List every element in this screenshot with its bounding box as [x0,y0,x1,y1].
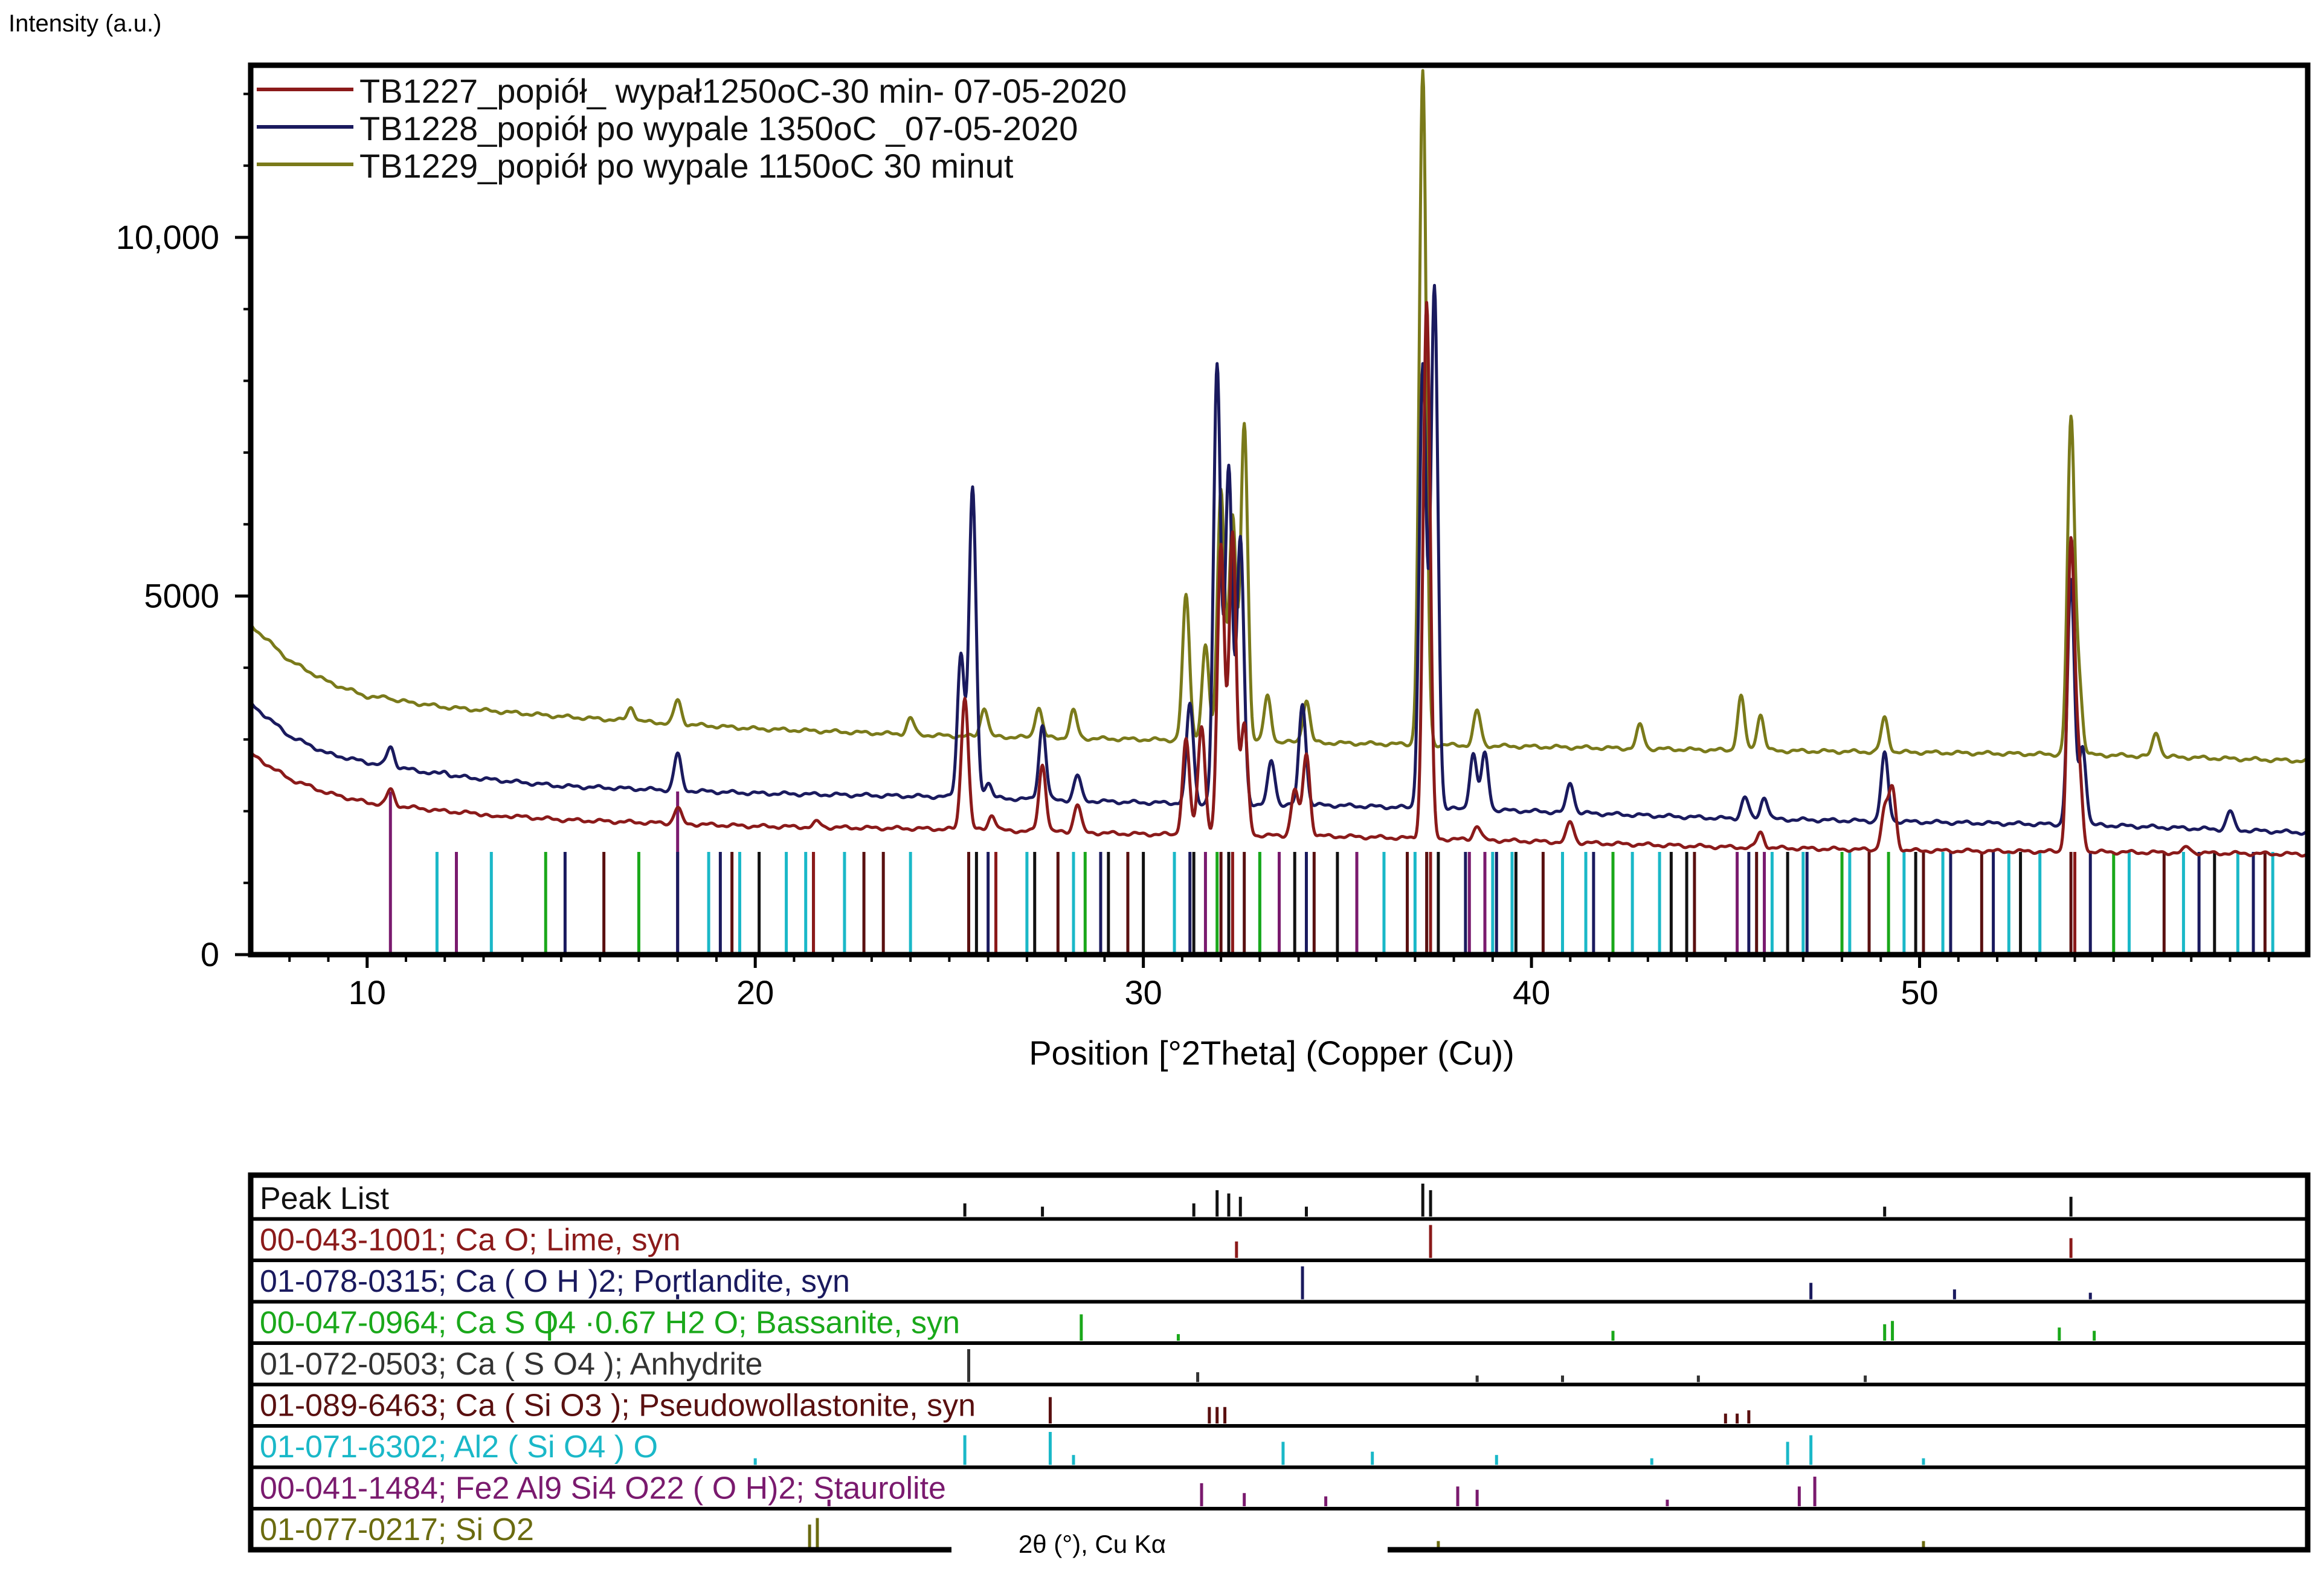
reference-markers [388,791,2274,952]
panel-row-label: 01-071-6302; Al2 ( Si O4 ) O [260,1430,658,1465]
x-tick-label: 40 [1513,973,1550,1011]
panel-footer-mask [951,1521,1388,1582]
panel-row-label: 00-043-1001; Ca O; Lime, syn [260,1223,681,1258]
panel-footer-label: 2θ (°), Cu Kα [1019,1530,1166,1558]
x-axis-ticks: 10 20 30 40 50 [288,955,2270,1011]
y-tick-label: 10,000 [116,218,219,256]
y-axis-label: Intensity (a.u.) [8,10,161,37]
series-line [249,301,2309,858]
x-tick-label: 50 [1901,973,1938,1011]
panel-row-label: 01-089-6463; Ca ( Si O3 ); Pseudowollast… [260,1388,976,1423]
legend-entry: TB1227_popiół_ wypał1250oC-30 min- 07-05… [359,72,1127,110]
panel-row-label: 01-077-0217; Si O2 [260,1512,534,1547]
reference-pattern-panel: Peak List 00-043-1001; Ca O; Lime, syn 01-… [248,1172,2311,1582]
y-axis-ticks: 0 5000 10,000 [116,92,251,973]
x-tick-label: 30 [1124,973,1162,1011]
panel-rows: Peak List 00-043-1001; Ca O; Lime, syn 01-… [251,1181,2308,1548]
panel-row-label: 01-078-0315; Ca ( O H )2; Portlandite, s… [260,1264,850,1299]
plot-frame [248,62,2311,958]
panel-row-label: 01-072-0503; Ca ( S O4 ); Anhydrite [260,1347,762,1382]
y-tick-label: 5000 [144,576,219,614]
x-tick-label: 10 [349,973,386,1011]
panel-row-label: Peak List [260,1181,389,1216]
panel-row-label: 00-041-1484; Fe2 Al9 Si4 O22 ( O H)2; St… [260,1471,946,1506]
x-tick-label: 20 [736,973,774,1011]
series-line [249,69,2309,764]
series-lines [249,69,2309,858]
legend-entry: TB1228_popiół po wypale 1350oC _07-05-20… [359,109,1078,147]
y-tick-label: 0 [201,935,219,973]
series-line [249,283,2309,836]
legend-entry: TB1229_popiół po wypale 1150oC 30 minut [359,147,1014,185]
legend: TB1227_popiół_ wypał1250oC-30 min- 07-05… [257,72,1127,185]
x-axis-label: Position [°2Theta] (Copper (Cu)) [1029,1034,1514,1072]
panel-row-label: 00-047-0964; Ca S O4 ·0.67 H2 O; Bassani… [260,1306,960,1341]
